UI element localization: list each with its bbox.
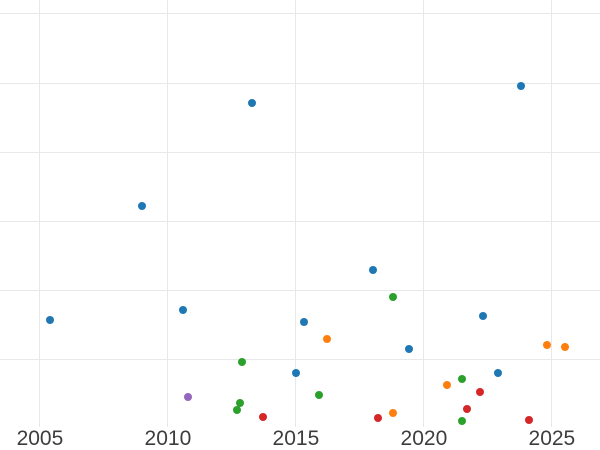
y-gridline	[0, 359, 600, 361]
series-green-point	[389, 292, 398, 301]
series-blue-point	[248, 99, 257, 108]
x-gridline	[295, 0, 297, 427]
series-green-point	[235, 398, 244, 407]
series-blue-point	[291, 369, 300, 378]
series-blue-point	[494, 369, 503, 378]
y-gridline	[0, 290, 600, 292]
y-gridline	[0, 151, 600, 153]
series-red-point	[476, 387, 485, 396]
plot-area	[0, 0, 600, 427]
x-gridline	[167, 0, 169, 427]
series-red-point	[463, 405, 472, 413]
series-blue-point	[138, 202, 147, 211]
series-orange-point	[322, 335, 331, 344]
series-orange-point	[542, 340, 551, 349]
x-tick-label: 2015	[272, 427, 320, 450]
series-green-point	[233, 405, 242, 414]
x-tick-label: 2005	[16, 427, 64, 450]
series-green-point	[458, 416, 467, 425]
x-tick-label: 2010	[144, 427, 192, 450]
x-gridline	[423, 0, 425, 427]
y-gridline	[0, 220, 600, 222]
series-red-point	[258, 413, 267, 422]
y-gridline	[0, 13, 600, 15]
series-orange-point	[560, 342, 569, 351]
series-red-point	[524, 416, 533, 425]
series-blue-point	[179, 306, 188, 315]
series-blue-point	[517, 81, 526, 90]
series-blue-point	[404, 344, 413, 353]
series-blue-point	[299, 318, 308, 327]
series-orange-point	[442, 380, 451, 389]
series-green-point	[458, 375, 467, 384]
x-tick-label: 2020	[400, 427, 448, 450]
x-gridline	[551, 0, 553, 427]
x-gridline	[39, 0, 41, 427]
series-red-point	[373, 414, 382, 422]
series-blue-point	[368, 265, 377, 274]
series-blue-point	[46, 316, 55, 325]
series-green-point	[238, 357, 247, 366]
y-gridline	[0, 82, 600, 84]
series-purple-point	[184, 393, 193, 402]
series-blue-point	[478, 311, 487, 320]
x-tick-label: 2025	[528, 427, 576, 450]
series-orange-point	[389, 409, 398, 418]
series-green-point	[314, 391, 323, 400]
